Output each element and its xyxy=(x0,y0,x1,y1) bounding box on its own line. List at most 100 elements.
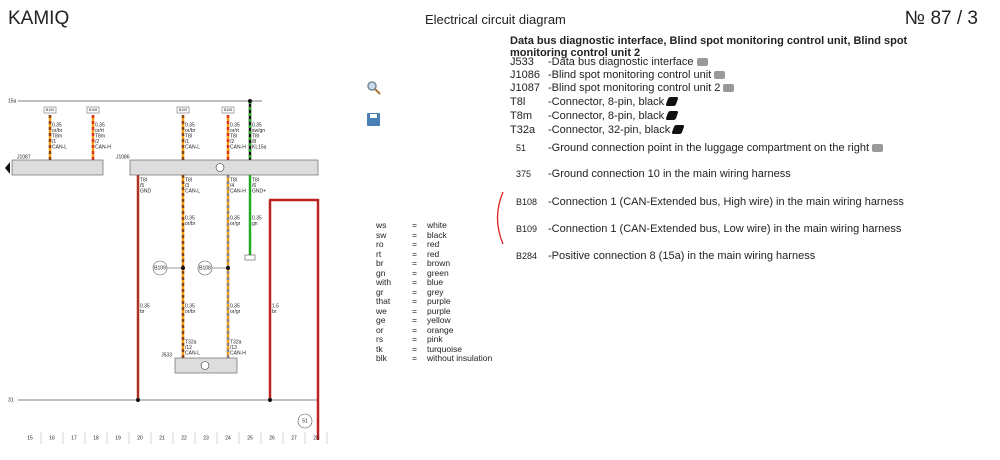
wire-label: CAN-L xyxy=(52,144,67,150)
component-row: B109 -Connection 1 (CAN-Extended bus, Low… xyxy=(510,223,901,235)
component-description: -Connection 1 (CAN-Extended bus, High wi… xyxy=(548,196,904,208)
connector-box xyxy=(221,106,235,114)
wire-label: 0.35 xyxy=(140,303,150,309)
connector-box xyxy=(43,106,57,114)
heading: Data bus diagnostic interface, Blind spo… xyxy=(510,35,908,59)
wire-label: or/rt xyxy=(230,128,240,134)
wire-label: /5 xyxy=(140,183,144,189)
column-number: 24 xyxy=(225,435,231,441)
component-code: J1087 xyxy=(510,82,540,94)
color-name: pink xyxy=(427,334,443,344)
equals: = xyxy=(412,248,417,259)
component-code: T32a xyxy=(510,124,536,136)
component-row: B108 -Connection 1 (CAN-Extended bus, Hig… xyxy=(510,196,904,208)
wire-label: br xyxy=(272,309,277,315)
ground-label: 51 xyxy=(302,418,308,424)
connector-box-label: B109 xyxy=(46,108,54,112)
wire-label: CAN-H xyxy=(230,144,246,150)
component-row: J533 -Data bus diagnostic interface xyxy=(510,56,708,68)
wire-label: or/gr xyxy=(230,221,241,227)
component-row: T32a -Connector, 32-pin, black xyxy=(510,124,685,136)
column-number: 17 xyxy=(71,435,77,441)
column-number: 26 xyxy=(269,435,275,441)
zoom-icon[interactable] xyxy=(367,81,381,95)
equals: = xyxy=(412,353,417,363)
color-code: rs xyxy=(376,334,384,344)
wire-label: CAN-L xyxy=(185,350,200,356)
wire-label: GND+ xyxy=(252,188,266,194)
wire-label: T8l xyxy=(185,133,192,139)
column-number: 27 xyxy=(291,435,297,441)
wire-label: T8l xyxy=(185,177,192,183)
column-number: 16 xyxy=(49,435,55,441)
wire-label: 0.35 xyxy=(230,122,240,128)
photo-icon[interactable] xyxy=(714,71,726,79)
column-number: 20 xyxy=(137,435,143,441)
column-number: 23 xyxy=(203,435,209,441)
equals: = xyxy=(412,239,417,249)
component-description: -Ground connection 10 in the main wiring… xyxy=(548,168,791,180)
rail-label: 15a xyxy=(8,98,17,104)
wire-label: T8l xyxy=(252,133,259,139)
color-code: ro xyxy=(376,239,384,249)
wire-label: 0.35 xyxy=(230,303,240,309)
wire-label: T8l xyxy=(230,177,237,183)
arrow xyxy=(5,162,10,174)
connector-box xyxy=(176,106,190,114)
bracket xyxy=(496,191,504,245)
wire-label: gn xyxy=(252,221,258,227)
unit-box xyxy=(11,159,104,176)
column-number: 21 xyxy=(159,435,165,441)
wire-label: T8m xyxy=(95,133,105,139)
unit-label: J1087 xyxy=(17,154,31,160)
color-code: with xyxy=(376,277,392,287)
component-code: 375 xyxy=(516,169,532,179)
color-code: that xyxy=(376,296,391,306)
color-name: purple xyxy=(427,296,451,306)
component-code: 51 xyxy=(516,143,527,153)
color-name: black xyxy=(427,229,447,240)
component-code: J533 xyxy=(510,56,534,68)
wire-label: sw/gn xyxy=(252,128,265,134)
component-row: T8m -Connector, 8-pin, black xyxy=(510,110,679,122)
component-description: -Positive connection 8 (15a) in the main… xyxy=(548,250,816,262)
junction-label: B109 xyxy=(154,265,166,271)
save-icon[interactable] xyxy=(367,113,380,126)
component-description: -Connector, 8-pin, black xyxy=(548,110,665,122)
color-code: rt xyxy=(376,248,382,259)
component-code: T8m xyxy=(510,110,532,122)
component-code: B108 xyxy=(516,197,538,207)
color-name: orange xyxy=(427,324,454,335)
component-row: 375 -Ground connection 10 in the main wir… xyxy=(510,168,791,180)
wires xyxy=(48,99,320,440)
equals: = xyxy=(412,286,417,297)
wire-label: 0.35 xyxy=(185,215,195,221)
color-name: red xyxy=(427,248,440,259)
color-name: grey xyxy=(427,286,444,297)
wire-label: CAN-H xyxy=(230,188,246,194)
page-number: № 87 / 3 xyxy=(904,8,978,29)
wire-label: T32a xyxy=(230,339,242,345)
equals: = xyxy=(412,324,417,335)
equals: = xyxy=(412,334,417,344)
wire-label: 0.35 xyxy=(185,303,195,309)
connector-box-label: B109 xyxy=(179,108,187,112)
wire-label: T8l xyxy=(252,177,259,183)
color-name: purple xyxy=(427,305,451,316)
photo-icon[interactable] xyxy=(696,58,708,66)
unit-label: J1086 xyxy=(116,154,130,160)
wire-label: /8 xyxy=(252,139,256,145)
wire-label: /1 xyxy=(52,139,56,145)
wire-label: CAN-L xyxy=(185,144,200,150)
component-code: B284 xyxy=(516,251,538,261)
component-row: J1086 -Blind spot monitoring control unit xyxy=(510,69,726,81)
photo-icon[interactable] xyxy=(872,144,884,152)
photo-icon[interactable] xyxy=(723,84,735,92)
wire-label: 0.35 xyxy=(185,122,195,128)
column-number: 25 xyxy=(247,435,253,441)
equals: = xyxy=(412,229,417,240)
wire-label: CAN-H xyxy=(95,144,111,150)
color-name: turquoise xyxy=(427,343,462,354)
wire-label: br xyxy=(140,309,145,315)
wire-label: /13 xyxy=(230,345,237,351)
